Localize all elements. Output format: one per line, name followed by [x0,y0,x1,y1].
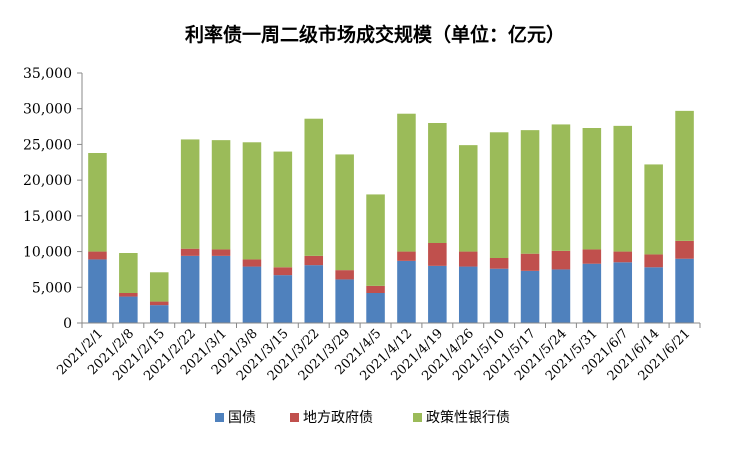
bar-segment-guozhai-18 [644,267,663,323]
legend-label-1: 地方政府债 [303,410,373,426]
chart-title: 利率债一周二级市场成交规模（单位：亿元） [185,23,565,46]
bar-segment-zhengce-10 [397,113,416,252]
bar-segment-guozhai-7 [304,265,324,323]
bar-segment-difang-9 [366,285,385,293]
bar-segment-zhengce-16 [582,128,602,250]
bar-segment-difang-6 [273,267,293,276]
bar-segment-zhengce-7 [304,118,324,256]
bar-segment-difang-11 [428,243,447,266]
y-tick-label: 10,000 [23,245,72,261]
y-tick-label: 25,000 [23,137,72,153]
legend-label-0: 国债 [228,410,256,426]
bar-segment-difang-19 [675,240,694,259]
bar-segment-difang-0 [88,251,107,260]
bar-segment-zhengce-4 [211,140,231,250]
bar-segment-difang-13 [489,258,509,269]
y-tick-label: 5,000 [32,280,72,296]
bar-segment-zhengce-17 [613,125,633,252]
bar-segment-zhengce-12 [458,145,478,252]
bar-segment-guozhai-4 [211,255,231,323]
bar-segment-zhengce-9 [366,194,385,286]
bar-segment-zhengce-14 [520,130,540,254]
bar-segment-difang-15 [551,250,571,270]
bar-segment-zhengce-2 [149,272,169,302]
bar-segment-guozhai-12 [458,266,478,323]
bar-segment-difang-2 [149,301,169,306]
bar-segment-difang-7 [304,255,324,266]
bar-segment-guozhai-2 [149,305,169,323]
y-tick-label: 35,000 [23,66,72,82]
legend-swatch-1 [290,413,299,422]
bar-segment-difang-17 [613,251,633,263]
bar-segment-guozhai-9 [366,293,385,323]
bar-segment-zhengce-1 [119,253,138,293]
bar-segment-difang-1 [119,293,138,297]
bar-segment-zhengce-5 [242,142,262,260]
bar-segment-zhengce-19 [675,110,694,241]
bar-segment-difang-8 [335,270,354,280]
bar-segment-difang-10 [397,251,416,261]
bar-segment-guozhai-8 [335,279,354,323]
legend-swatch-0 [215,413,224,422]
y-tick-label: 30,000 [23,102,72,118]
bar-segment-zhengce-13 [489,132,509,258]
plot-area: 0 5,000 10,000 15,000 20,000 25,000 30,000 35,0… [23,66,701,384]
bar-segment-difang-4 [211,249,231,256]
bar-segment-guozhai-15 [551,269,571,323]
bar-segment-guozhai-6 [273,275,293,323]
legend: 国债 地方政府债 政策性银行债 [215,409,510,426]
bar-segment-zhengce-3 [180,139,200,249]
bar-segment-difang-16 [582,249,602,264]
bar-segment-difang-14 [520,253,540,271]
bar-segment-guozhai-14 [520,270,540,323]
bar-segment-guozhai-13 [489,268,509,323]
bar-segment-guozhai-17 [613,262,633,323]
bar-segment-zhengce-11 [428,123,447,243]
bar-segment-difang-3 [180,248,200,256]
bar-segment-guozhai-1 [119,296,138,323]
bar-segment-guozhai-11 [428,265,447,323]
y-tick-label: 0 [63,316,72,332]
bar-segment-difang-5 [242,259,262,267]
legend-label-2: 政策性银行债 [426,409,510,426]
y-tick-label: 15,000 [23,209,72,225]
bar-segment-zhengce-15 [551,124,571,251]
bar-segment-difang-12 [458,251,478,267]
bar-segment-guozhai-3 [180,255,200,323]
bar-segment-guozhai-0 [88,259,107,323]
bar-segment-guozhai-19 [675,258,694,323]
bar-segment-zhengce-18 [644,164,663,255]
y-tick-label: 20,000 [23,173,72,189]
bar-segment-difang-18 [644,254,663,268]
bar-segment-guozhai-16 [582,263,602,323]
bar-segment-guozhai-10 [397,260,416,323]
bar-segment-zhengce-6 [273,151,293,268]
bar-segment-zhengce-8 [335,154,354,271]
legend-swatch-2 [413,413,422,422]
bar-segment-guozhai-5 [242,266,262,323]
bar-segment-zhengce-0 [88,153,107,252]
